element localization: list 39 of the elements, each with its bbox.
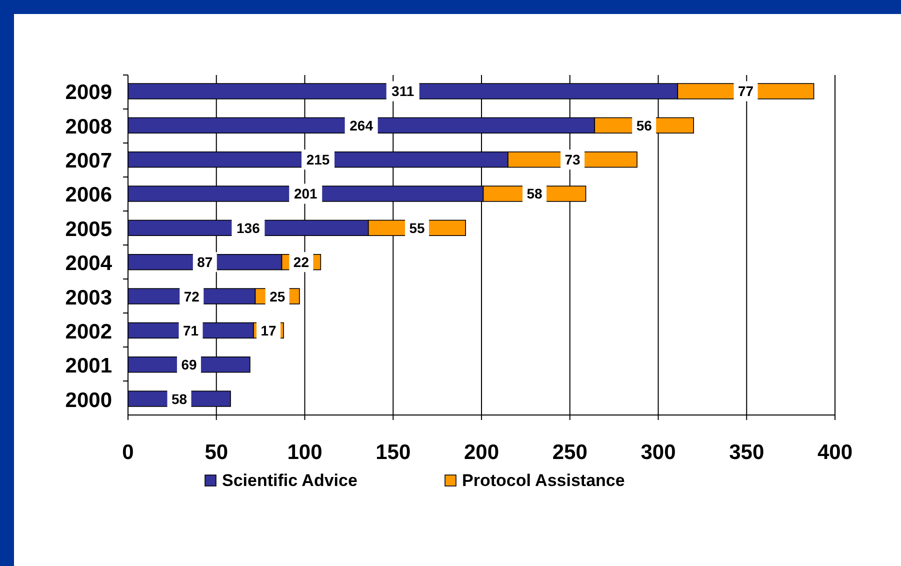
x-tick-label: 300 — [640, 441, 676, 464]
data-label: 215 — [306, 152, 330, 168]
legend-label: Scientific Advice — [222, 471, 358, 490]
y-tick-label: 2007 — [65, 150, 112, 173]
y-tick-label: 2006 — [65, 184, 112, 207]
x-tick-label: 50 — [204, 441, 228, 464]
data-label: 69 — [181, 356, 197, 373]
data-label: 136 — [236, 220, 260, 236]
y-tick-label: 2002 — [65, 320, 112, 344]
data-label: 55 — [409, 220, 425, 236]
y-tick-label: 2008 — [65, 115, 112, 138]
data-label: 56 — [636, 117, 652, 134]
data-label: 72 — [184, 288, 200, 304]
data-label: 58 — [526, 186, 543, 202]
x-tick-label: 100 — [287, 441, 322, 464]
data-label: 25 — [270, 288, 286, 304]
y-tick-label: 2003 — [65, 286, 112, 310]
data-label: 58 — [171, 390, 188, 407]
x-tick-label: 250 — [552, 441, 588, 464]
y-tick-label: 2005 — [65, 218, 112, 241]
data-label: 73 — [564, 152, 581, 168]
x-tick-label: 400 — [817, 441, 853, 464]
data-label: 264 — [350, 117, 374, 134]
data-label: 22 — [293, 254, 310, 270]
y-tick-label: 2009 — [65, 81, 112, 104]
data-label: 311 — [392, 83, 414, 100]
x-tick-label: 350 — [729, 441, 764, 464]
legend-label: Protocol Assistance — [462, 471, 625, 490]
x-tick-label: 0 — [122, 441, 134, 464]
data-label: 201 — [294, 186, 318, 202]
y-tick-label: 2004 — [65, 252, 112, 276]
y-tick-label: 2000 — [65, 388, 112, 412]
data-label: 71 — [182, 322, 199, 338]
x-tick-label: 150 — [376, 441, 411, 464]
data-label: 87 — [197, 254, 213, 270]
y-tick-label: 2001 — [65, 354, 112, 378]
data-label: 17 — [260, 322, 277, 338]
x-tick-label: 200 — [464, 441, 500, 464]
data-label: 77 — [738, 83, 754, 100]
